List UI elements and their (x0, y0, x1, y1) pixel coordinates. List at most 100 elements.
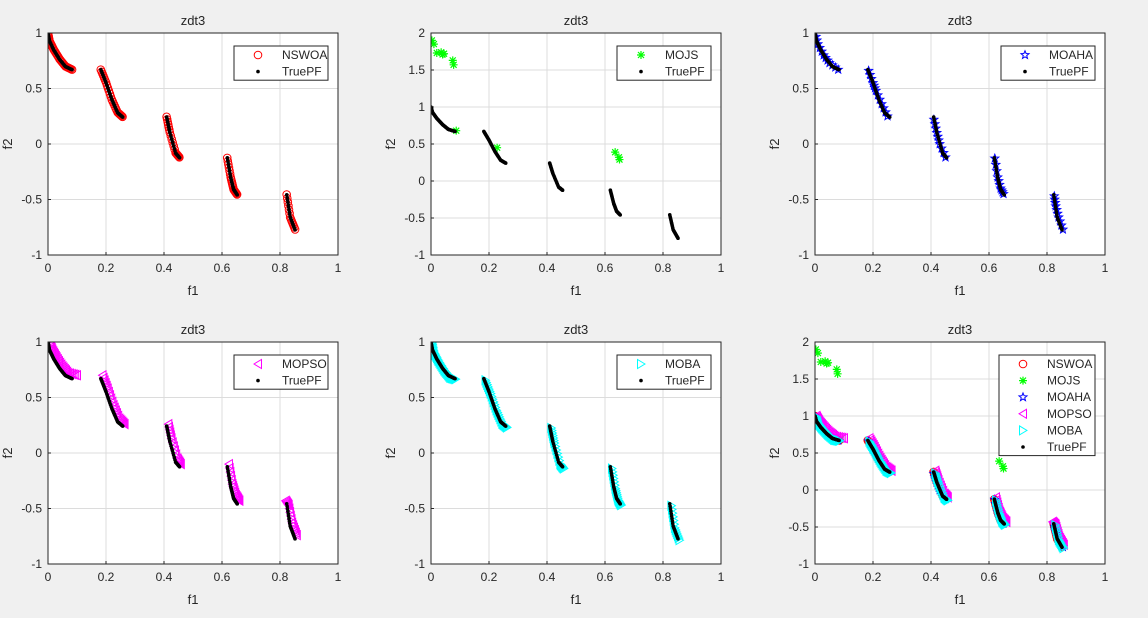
y-tick-label: 0.5 (408, 391, 425, 405)
data-point (886, 467, 896, 479)
subplot-6: 0 0.2 0.4 0.6 0.8 1 -1 -0.5 0 0.5 1 1.5 2 zdt3 f1 f2 NSW… (767, 322, 1109, 607)
data-point (824, 358, 833, 367)
legend-label: NSWOA (282, 48, 327, 62)
y-tick-label: -0.5 (788, 520, 809, 534)
data-point (293, 228, 297, 232)
data-point (233, 494, 243, 506)
data-point (453, 376, 457, 381)
x-tick-label: 0 (45, 261, 52, 275)
data-point (1002, 522, 1007, 526)
legend-box (233, 354, 329, 390)
data-point (289, 522, 299, 534)
data-point (70, 67, 74, 72)
subplot-5: 0 0.2 0.4 0.6 0.8 1 -1 -0.5 0 0.5 1 zdt3 f1 f2 MOBA Tru… (383, 322, 725, 607)
legend-marker-icon (637, 51, 645, 59)
legend-label: TruePF (282, 65, 322, 79)
x-axis-label: f1 (188, 283, 199, 298)
series-truepf (431, 342, 680, 541)
data-point (999, 464, 1008, 473)
data-point (120, 424, 125, 428)
data-point (70, 369, 80, 381)
y-tick-label: 0 (35, 137, 42, 151)
data-point (288, 519, 298, 531)
data-point (440, 49, 449, 58)
legend-label: TruePF (665, 65, 705, 79)
data-point (70, 376, 74, 381)
axes-box (430, 341, 722, 565)
y-tick-label: -1 (798, 248, 809, 262)
data-point (99, 375, 109, 387)
data-point (453, 129, 457, 134)
data-layer (815, 345, 1069, 554)
data-point (231, 187, 240, 197)
x-tick-label: 0.4 (923, 261, 940, 275)
y-tick-label: 1 (802, 26, 809, 40)
x-tick-label: 1 (718, 261, 725, 275)
data-point (175, 153, 184, 162)
x-tick-label: 1 (718, 570, 725, 584)
legend-item-truepf: TruePF (256, 65, 322, 79)
chart-title: zdt3 (564, 13, 589, 28)
legend: MOAHA TruePF (1000, 45, 1096, 81)
data-point (110, 405, 120, 416)
y-tick-label: 0 (418, 174, 425, 188)
legend-label: MOPSO (282, 357, 327, 371)
data-point (118, 112, 127, 122)
legend-marker-icon (639, 378, 643, 383)
y-tick-label: -1 (31, 248, 42, 262)
legend-label: MOAHA (1049, 48, 1093, 62)
series-truepf (815, 33, 1064, 232)
data-layer (431, 36, 680, 241)
y-tick-label: 1 (35, 26, 42, 40)
legend-label: TruePF (282, 374, 322, 388)
legend-label: MOBA (1047, 423, 1082, 437)
x-tick-label: 0.4 (539, 570, 556, 584)
y-tick-label: 1 (802, 409, 809, 423)
legend-item-truepf: TruePF (256, 374, 322, 388)
legend-item-moba: MOBA (1019, 423, 1082, 437)
legend-marker-icon (1018, 408, 1027, 420)
legend-box (1000, 45, 1096, 81)
data-point (943, 494, 953, 506)
data-point (815, 410, 821, 421)
legend: NSWOA TruePF (233, 45, 329, 81)
y-tick-label: 1 (418, 335, 425, 349)
series-truepf (48, 33, 297, 232)
chart-title: zdt3 (181, 322, 206, 337)
data-point (493, 143, 502, 152)
x-tick-label: 0.4 (156, 261, 173, 275)
legend-item-moba: MOBA (637, 357, 700, 371)
data-point (173, 150, 182, 160)
legend-item-mopso: MOPSO (253, 357, 327, 371)
data-point (1058, 541, 1068, 553)
x-tick-label: 0 (428, 261, 435, 275)
x-tick-label: 0 (428, 570, 435, 584)
legend-label: TruePF (1047, 440, 1087, 454)
x-tick-label: 1 (335, 261, 342, 275)
x-tick-label: 0.8 (655, 261, 672, 275)
legend-box (998, 354, 1096, 457)
data-point (234, 495, 244, 507)
y-tick-label: 1.5 (408, 63, 425, 77)
data-point (944, 497, 949, 501)
y-axis-label: f2 (767, 139, 782, 150)
y-tick-label: -0.5 (404, 211, 425, 225)
data-point (174, 152, 184, 161)
y-tick-label: 0.5 (792, 446, 809, 460)
x-tick-label: 0.6 (597, 261, 614, 275)
data-point (449, 60, 458, 69)
y-tick-label: 2 (418, 26, 425, 40)
x-tick-label: 0.8 (272, 261, 289, 275)
x-axis-label: f1 (571, 592, 582, 607)
x-tick-label: 1 (1102, 261, 1109, 275)
x-tick-label: 0 (812, 261, 819, 275)
x-tick-label: 0.6 (214, 261, 231, 275)
data-point (837, 438, 841, 443)
data-point (287, 517, 297, 529)
data-point (177, 155, 182, 160)
data-point (503, 161, 508, 165)
data-point (431, 40, 438, 49)
y-axis-label: f2 (383, 448, 398, 459)
legend-label: MOPSO (1047, 407, 1092, 421)
legend-item-mojs: MOJS (637, 48, 698, 62)
